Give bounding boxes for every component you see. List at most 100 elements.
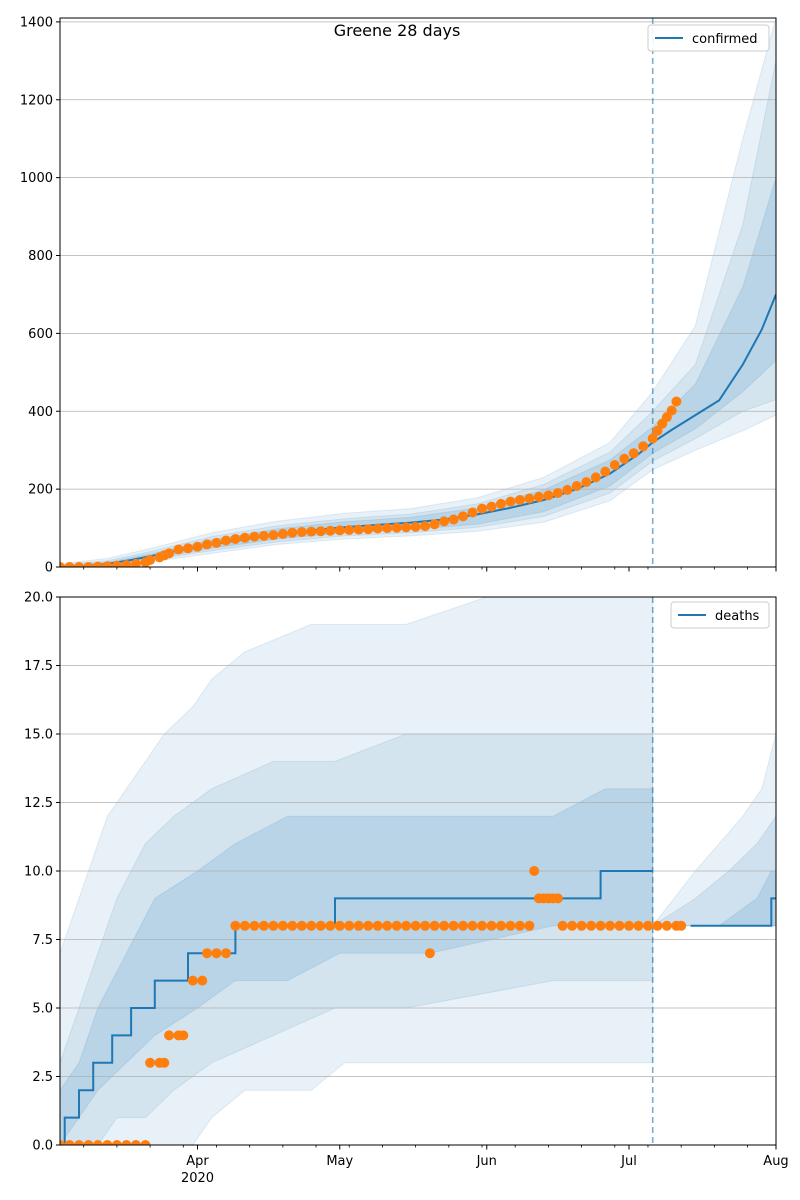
observed-point xyxy=(638,441,649,452)
observed-point xyxy=(439,516,450,527)
observed-point xyxy=(211,537,222,548)
observed-point xyxy=(429,920,440,931)
observed-point xyxy=(296,920,307,931)
y-tick-label: 800 xyxy=(28,249,53,264)
forecast-band-2 xyxy=(60,177,776,567)
observed-point xyxy=(624,920,634,931)
x-tick-year-label: 2020 xyxy=(181,1171,214,1186)
x-tick-label: Jun xyxy=(476,1154,497,1169)
observed-point xyxy=(268,530,279,541)
observed-point xyxy=(230,534,241,544)
y-tick-label: 0.0 xyxy=(32,1139,53,1154)
observed-point xyxy=(600,466,611,477)
observed-point xyxy=(202,948,212,959)
y-tick-label: 15.0 xyxy=(24,728,53,743)
observed-point xyxy=(83,1140,94,1145)
observed-point xyxy=(477,920,487,931)
x-tick-label: Aug xyxy=(763,1154,788,1169)
observed-point xyxy=(372,920,383,931)
observed-point xyxy=(643,920,653,931)
deaths-line-layer xyxy=(60,870,776,1145)
observed-point xyxy=(424,948,435,959)
observed-point xyxy=(581,477,592,488)
observed-point xyxy=(401,522,412,533)
observed-point xyxy=(467,507,478,518)
confirmed-observed-points xyxy=(60,396,682,567)
observed-point xyxy=(221,948,231,959)
observed-point xyxy=(230,920,241,931)
y-tick-label: 2.5 xyxy=(32,1070,53,1085)
observed-point xyxy=(334,525,345,536)
observed-point xyxy=(92,561,103,567)
deaths-legend-label: deaths xyxy=(715,609,760,624)
observed-point xyxy=(325,920,336,931)
confirmed-panel: 0 200 400 600 800 1000 1200 1400 Greene 28 days… xyxy=(20,15,777,576)
chart-title: Greene 28 days xyxy=(334,21,461,40)
observed-point xyxy=(258,920,269,931)
observed-point xyxy=(595,920,606,931)
confirmed-gridlines xyxy=(60,21,776,490)
observed-point xyxy=(296,527,307,537)
observed-point xyxy=(363,920,374,931)
observed-point xyxy=(239,532,250,543)
observed-point xyxy=(363,524,374,535)
observed-point xyxy=(325,525,336,536)
observed-point xyxy=(187,975,198,986)
observed-point xyxy=(159,1057,170,1068)
observed-point xyxy=(533,491,544,502)
observed-point xyxy=(514,920,525,931)
observed-point xyxy=(576,920,587,931)
observed-point xyxy=(586,920,597,931)
observed-point xyxy=(60,562,65,567)
observed-point xyxy=(420,521,431,532)
observed-point xyxy=(287,920,298,931)
observed-point xyxy=(344,525,355,535)
deaths-x-axis: Apr 2020 May Jun Jul Aug xyxy=(83,1145,789,1186)
observed-point xyxy=(74,1140,84,1145)
observed-point xyxy=(197,975,208,986)
observed-point xyxy=(496,920,506,931)
deaths-panel: 0.0 2.5 5.0 7.5 10.0 12.5 15.0 17.5 20.0 Apr 2020… xyxy=(24,591,789,1187)
forecast-band-0 xyxy=(60,18,776,567)
observed-point xyxy=(458,920,468,931)
observed-point xyxy=(628,448,639,459)
observed-point xyxy=(671,396,682,407)
observed-point xyxy=(268,920,279,931)
observed-point xyxy=(439,920,450,931)
observed-point xyxy=(562,484,573,495)
observed-point xyxy=(552,488,563,498)
observed-point xyxy=(140,1140,151,1145)
confirmed-confidence-bands xyxy=(60,18,776,567)
y-tick-label: 1000 xyxy=(20,171,53,186)
observed-point xyxy=(391,920,402,931)
series-step-deaths xyxy=(60,870,776,1145)
observed-point xyxy=(448,920,459,931)
observed-point xyxy=(102,1140,113,1145)
observed-point xyxy=(372,523,383,534)
observed-point xyxy=(353,524,364,535)
observed-point xyxy=(315,526,326,537)
observed-point xyxy=(74,562,84,567)
observed-point xyxy=(130,1140,141,1145)
observed-point xyxy=(505,920,516,931)
y-tick-label: 5.0 xyxy=(32,1002,53,1017)
observed-point xyxy=(202,539,212,550)
observed-point xyxy=(514,495,525,505)
observed-point xyxy=(552,893,563,904)
observed-point xyxy=(619,453,630,464)
confirmed-legend: confirmed xyxy=(647,24,770,52)
observed-point xyxy=(92,1140,103,1145)
y-tick-label: 1200 xyxy=(20,93,53,108)
observed-point xyxy=(448,514,459,525)
confirmed-x-axis xyxy=(83,567,777,572)
y-tick-label: 12.5 xyxy=(24,796,53,811)
observed-point xyxy=(410,521,421,532)
observed-point xyxy=(652,425,663,436)
observed-point xyxy=(83,562,94,567)
y-tick-label: 400 xyxy=(28,405,53,420)
confirmed-y-axis: 0 200 400 600 800 1000 1200 1400 xyxy=(20,15,60,576)
observed-point xyxy=(391,522,402,533)
observed-point xyxy=(192,541,203,552)
